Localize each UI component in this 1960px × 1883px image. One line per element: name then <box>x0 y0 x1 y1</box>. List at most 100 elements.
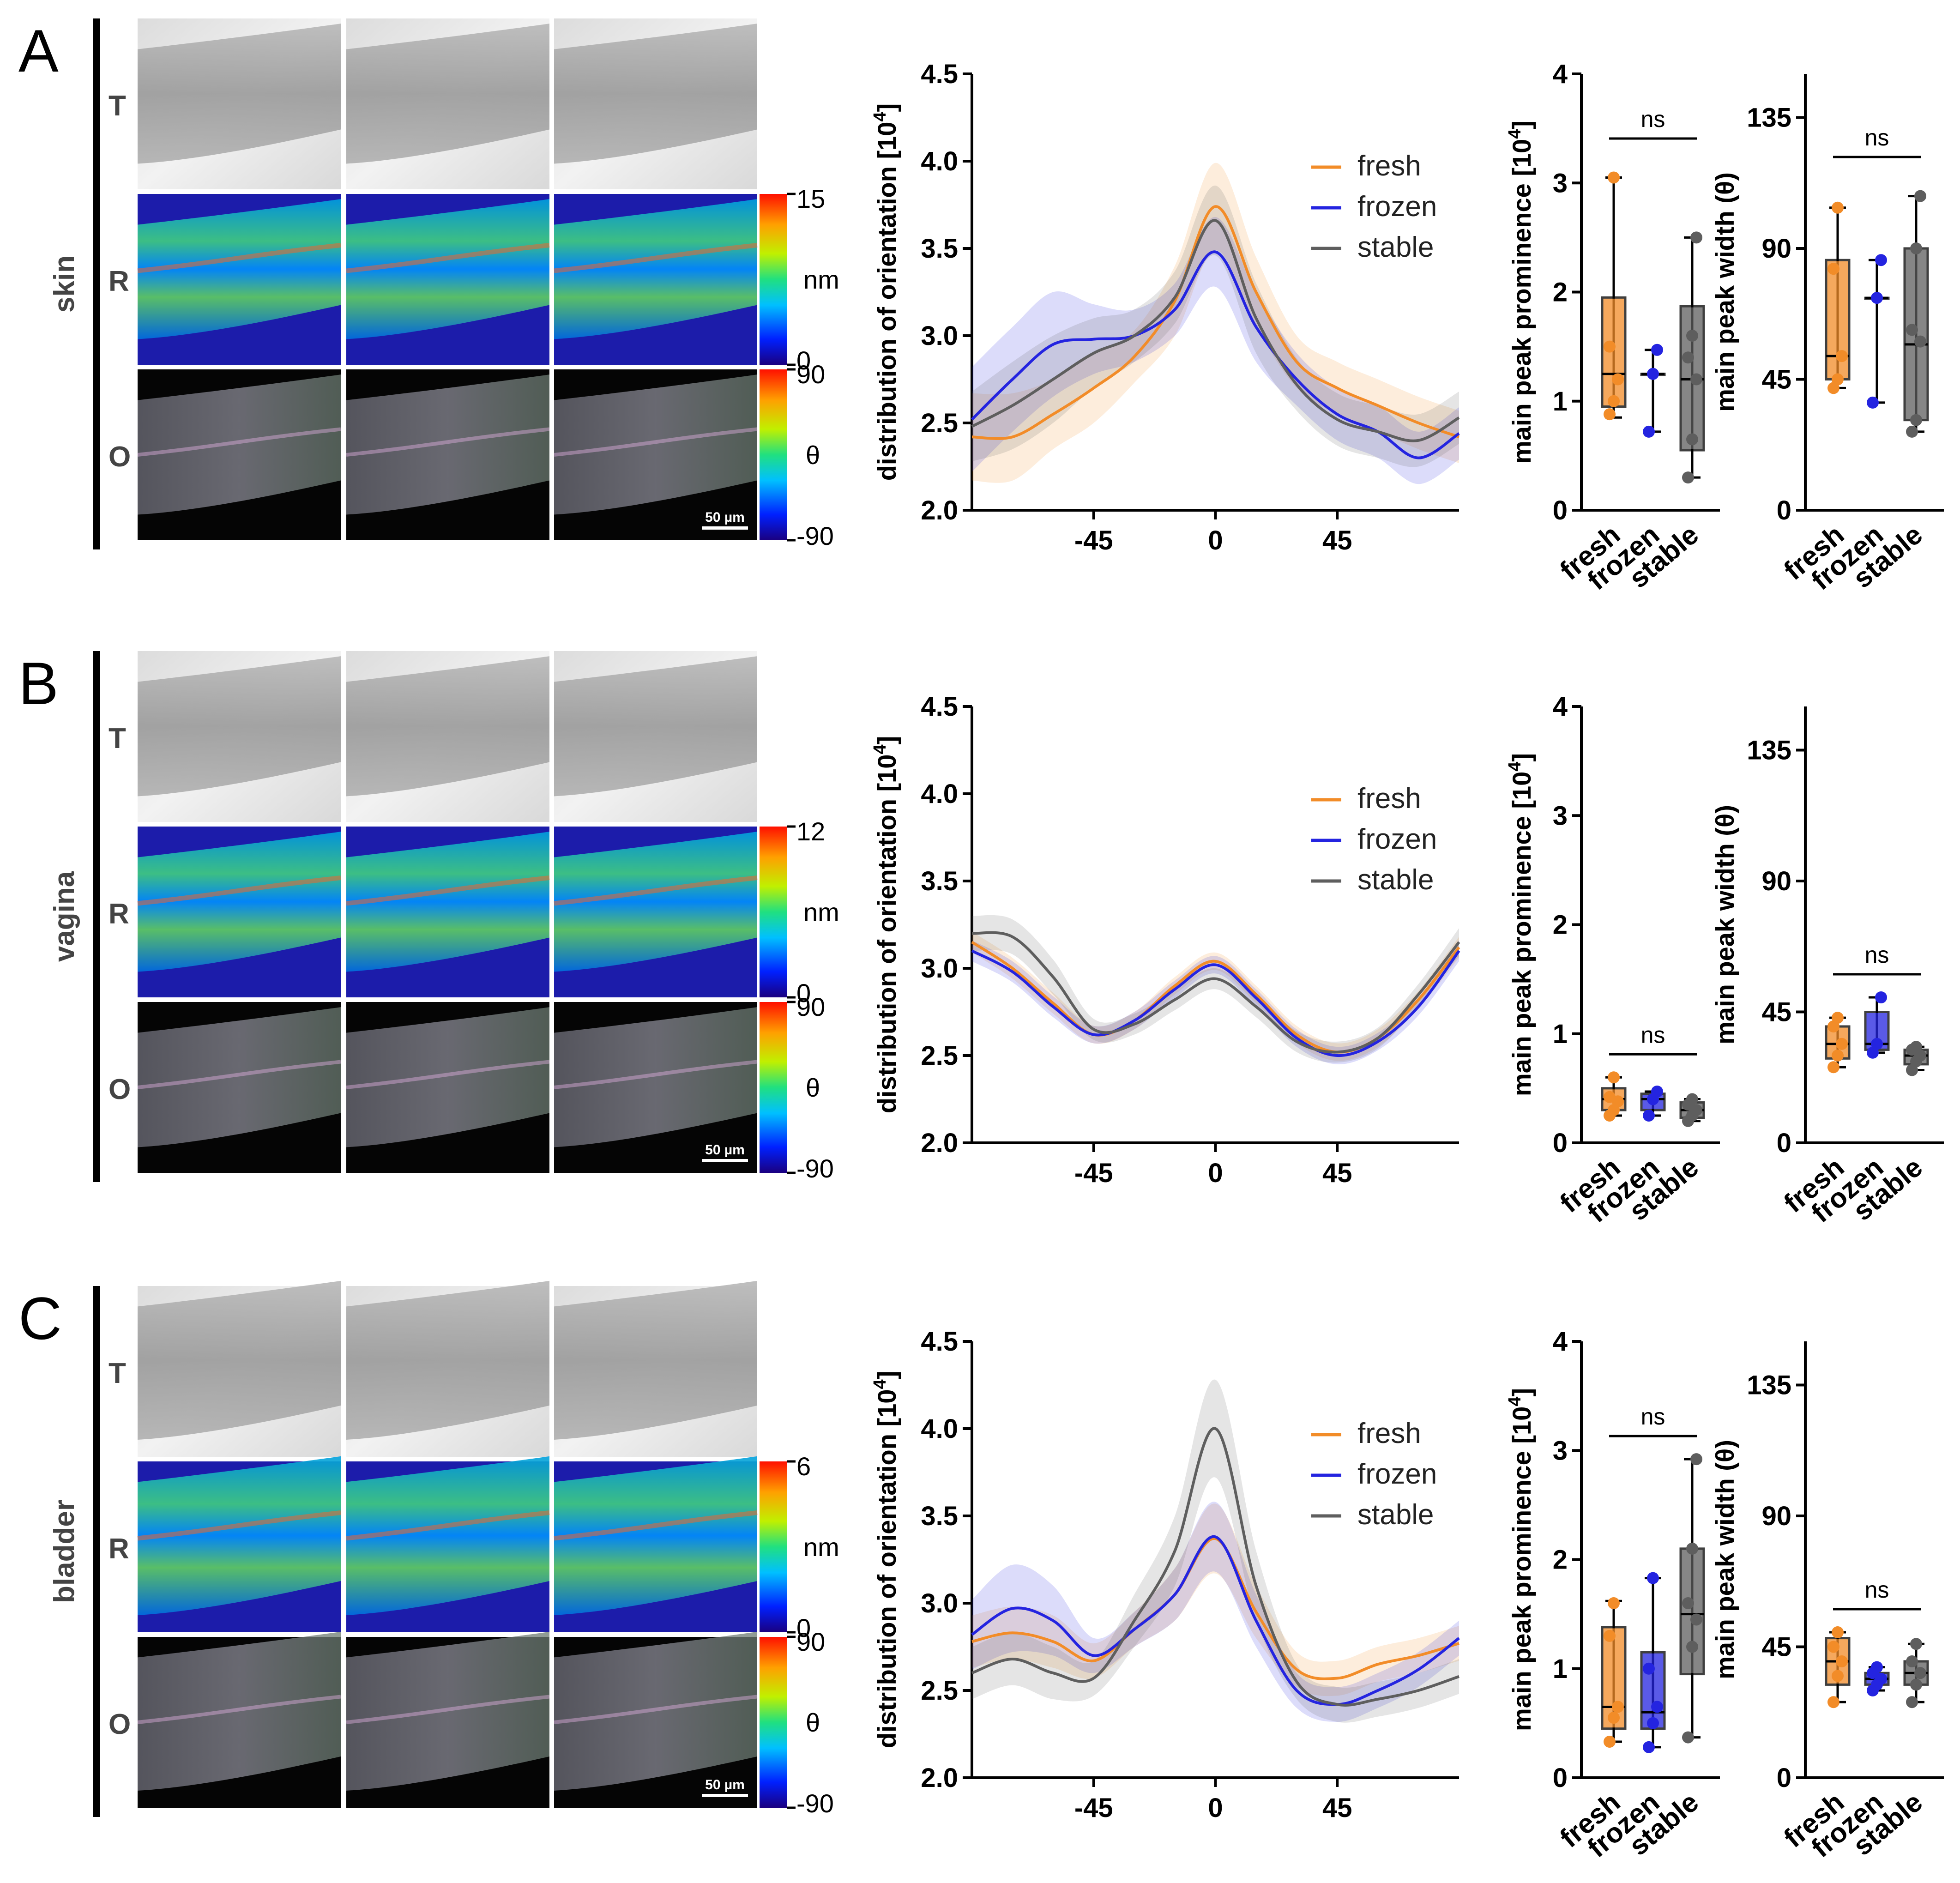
series-line-frozen <box>971 1535 1460 1706</box>
y-label-sup: 4 <box>870 1379 890 1389</box>
r-colorbar-unit: nm <box>803 898 839 927</box>
tissue-band <box>554 656 757 797</box>
o-colorbar <box>760 369 787 540</box>
data-point-fresh <box>1608 1071 1620 1084</box>
y-label-close: ] <box>872 1371 901 1380</box>
y-tick-label: 2.5 <box>921 1041 958 1071</box>
legend-label-stable: stable <box>1357 864 1434 896</box>
data-point-stable <box>1690 1453 1702 1466</box>
x-tick-label: -45 <box>1074 1793 1113 1823</box>
series-line-frozen <box>971 949 1460 1057</box>
y-axis-label: main peak width (θ) <box>1710 172 1739 412</box>
data-point-fresh <box>1832 1626 1844 1638</box>
tissue-streak <box>554 1060 758 1089</box>
tissue-streak <box>137 243 341 273</box>
data-point-fresh <box>1836 1655 1848 1667</box>
tissue-streak <box>346 243 550 273</box>
tissue-label: vagina <box>48 871 80 962</box>
data-point-fresh <box>1832 1050 1844 1062</box>
data-point-stable <box>1910 1638 1922 1650</box>
y-axis-label: distribution of orientation [104] <box>870 103 901 481</box>
tissue-streak <box>554 875 758 906</box>
y-tick-label: 4 <box>1553 59 1568 89</box>
data-point-stable <box>1682 351 1694 364</box>
y-label-text: main peak prominence [10 <box>1507 772 1536 1096</box>
band-frozen <box>972 217 1459 484</box>
y-tick-label: 45 <box>1761 1632 1791 1662</box>
y-tick-label: 4.5 <box>921 59 958 89</box>
tissue-band <box>138 199 341 339</box>
tissue-band <box>138 374 341 515</box>
data-point-frozen <box>1647 1572 1659 1584</box>
x-tick-label: 45 <box>1322 1158 1352 1188</box>
o-colorbar-unit: θ <box>806 1708 820 1737</box>
y-label-close: ] <box>1507 753 1536 762</box>
band-stable <box>972 915 1459 1063</box>
y-label-sup: 4 <box>1505 129 1525 139</box>
data-point-frozen <box>1643 1109 1655 1122</box>
y-tick-label: 0 <box>1553 1128 1568 1158</box>
tissue-streak <box>554 1510 758 1541</box>
x-tick-label: -45 <box>1074 1158 1113 1188</box>
tissue-band <box>138 24 341 164</box>
y-tick-label: 2 <box>1553 1545 1568 1575</box>
legend-label-fresh: fresh <box>1357 150 1421 182</box>
y-tick-label: 3.5 <box>921 234 958 264</box>
r-colorbar-top: 12 <box>796 817 825 846</box>
r-colorbar-top: 6 <box>796 1452 811 1481</box>
y-label-close: ] <box>872 103 901 112</box>
ns-label: ns <box>1641 1022 1665 1048</box>
panel-letter: C <box>18 1285 62 1352</box>
y-tick-label: 2 <box>1553 278 1568 308</box>
data-point-stable <box>1690 1613 1702 1626</box>
y-tick-label: 90 <box>1761 1501 1791 1531</box>
legend-label-frozen: frozen <box>1357 191 1437 223</box>
tissue-band <box>346 1631 549 1791</box>
data-point-frozen <box>1643 425 1655 438</box>
data-point-fresh <box>1608 171 1620 184</box>
series-line-fresh <box>971 205 1459 440</box>
data-point-fresh <box>1832 1670 1844 1682</box>
x-tick-label: 0 <box>1208 1158 1223 1188</box>
tissue-band <box>138 1631 341 1791</box>
tissue-streak <box>346 1060 550 1089</box>
r-colorbar-unit: nm <box>803 1533 839 1562</box>
o-colorbar <box>760 1637 787 1808</box>
band-frozen <box>972 1502 1459 1722</box>
tissue-streak <box>137 875 341 906</box>
ns-label: ns <box>1865 125 1889 151</box>
data-point-frozen <box>1651 1701 1663 1713</box>
y-tick-label: 135 <box>1747 736 1791 766</box>
o-colorbar-unit: θ <box>806 1073 820 1102</box>
y-tick-label: 0 <box>1777 1128 1791 1158</box>
o-colorbar-bottom: -90 <box>796 1789 834 1818</box>
o-colorbar-top: 90 <box>796 992 825 1021</box>
box-fresh <box>1825 259 1851 380</box>
y-axis-label: main peak width (θ) <box>1710 805 1739 1044</box>
data-point-fresh <box>1612 373 1624 386</box>
data-point-fresh <box>1827 1641 1839 1653</box>
tissue-band <box>554 199 757 339</box>
data-point-frozen <box>1647 1717 1659 1729</box>
tissue-band <box>346 656 549 797</box>
y-tick-label: 135 <box>1747 103 1791 133</box>
x-tick-label: 0 <box>1208 1793 1223 1823</box>
r-colorbar <box>760 827 787 997</box>
o-colorbar-top: 90 <box>796 1627 825 1656</box>
band-stable <box>972 1379 1459 1723</box>
y-label-text: main peak prominence [10 <box>1507 1406 1536 1731</box>
data-point-stable <box>1906 425 1918 438</box>
tissue-streak <box>346 1510 550 1541</box>
legend-label-fresh: fresh <box>1357 783 1421 815</box>
y-tick-label: 1 <box>1553 386 1568 416</box>
y-axis-label: main peak prominence [104] <box>1505 121 1536 464</box>
data-point-fresh <box>1604 1736 1616 1748</box>
row-label-T: T <box>109 1358 126 1389</box>
data-point-fresh <box>1608 395 1620 407</box>
tissue-band <box>346 1280 549 1440</box>
data-point-fresh <box>1604 340 1616 353</box>
